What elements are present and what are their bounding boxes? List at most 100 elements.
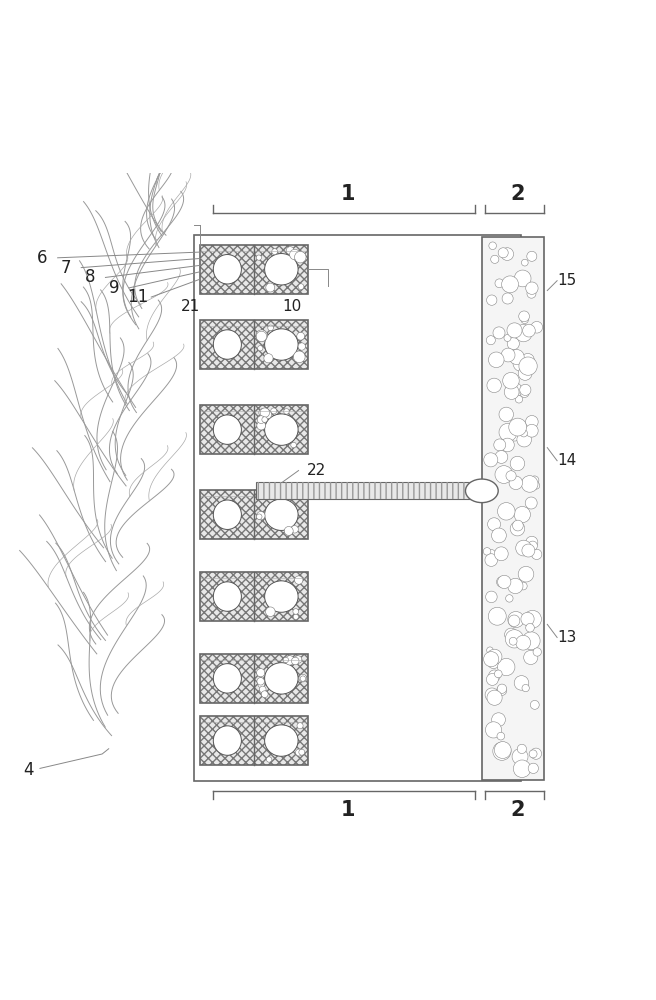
Bar [200,490,308,539]
Circle shape [509,476,523,490]
Circle shape [521,316,529,324]
Circle shape [522,632,540,650]
Circle shape [291,526,298,533]
Bar [255,716,308,765]
Circle shape [256,669,265,677]
Circle shape [494,439,506,451]
Circle shape [527,251,537,261]
Circle shape [497,684,506,693]
Circle shape [533,648,541,656]
Circle shape [525,536,538,548]
Circle shape [522,684,529,692]
Circle shape [518,367,532,380]
Ellipse shape [264,499,298,530]
Circle shape [507,338,520,350]
Circle shape [504,334,511,341]
Circle shape [515,324,532,342]
Circle shape [300,676,306,681]
Bar [200,654,255,703]
Bar [256,482,482,499]
Bar [200,572,255,621]
Circle shape [514,506,531,523]
Bar [200,245,308,294]
Circle shape [530,476,539,484]
Circle shape [498,575,511,589]
Bar [255,572,308,621]
Bar [200,320,255,369]
Bar [200,654,255,703]
Bar [200,245,255,294]
Ellipse shape [213,415,241,444]
Bar [200,405,308,454]
Circle shape [487,647,493,654]
Bar [255,654,308,703]
Circle shape [293,614,298,619]
Circle shape [487,518,501,531]
Circle shape [520,430,527,437]
Bar [200,572,255,621]
Circle shape [525,623,535,632]
Circle shape [529,750,537,758]
Circle shape [256,330,268,341]
Circle shape [533,482,540,489]
Text: 9: 9 [109,279,119,297]
Circle shape [266,757,272,762]
Bar [200,245,308,294]
Circle shape [523,610,541,628]
Circle shape [487,649,502,664]
Bar [256,482,482,499]
Bar [255,405,308,454]
Circle shape [497,503,515,520]
Circle shape [257,416,265,424]
Text: 8: 8 [85,268,96,286]
Circle shape [272,249,277,255]
Circle shape [522,544,535,557]
Circle shape [495,451,508,463]
Circle shape [286,247,294,254]
Circle shape [284,526,293,535]
Circle shape [258,681,264,688]
Circle shape [489,670,501,682]
Circle shape [259,408,267,417]
Circle shape [489,352,504,368]
Circle shape [283,657,289,663]
Circle shape [509,418,527,436]
Circle shape [519,311,529,322]
Circle shape [485,688,499,702]
Circle shape [485,591,497,603]
Circle shape [298,343,306,350]
Circle shape [504,628,518,641]
Circle shape [256,331,267,342]
Circle shape [515,396,523,403]
Bar [200,654,308,703]
Circle shape [495,279,504,288]
Circle shape [518,566,534,582]
Circle shape [501,248,514,260]
Bar [200,405,255,454]
Circle shape [485,722,502,738]
Circle shape [495,670,502,678]
Circle shape [483,548,491,555]
Text: 22: 22 [306,463,326,478]
Bar [200,320,308,369]
Ellipse shape [264,581,298,612]
Circle shape [295,576,303,584]
Circle shape [495,742,511,758]
Ellipse shape [264,663,298,694]
Circle shape [506,595,513,602]
Circle shape [509,349,524,365]
Circle shape [297,723,303,729]
Circle shape [258,346,263,351]
Circle shape [525,424,538,437]
Circle shape [256,511,265,520]
Circle shape [486,336,495,345]
Bar [255,320,308,369]
Bar [200,490,308,539]
Ellipse shape [466,479,498,503]
Circle shape [523,650,538,665]
Bar [200,716,255,765]
Bar [200,490,255,539]
Circle shape [256,514,262,519]
Circle shape [497,732,504,740]
Circle shape [520,384,531,395]
